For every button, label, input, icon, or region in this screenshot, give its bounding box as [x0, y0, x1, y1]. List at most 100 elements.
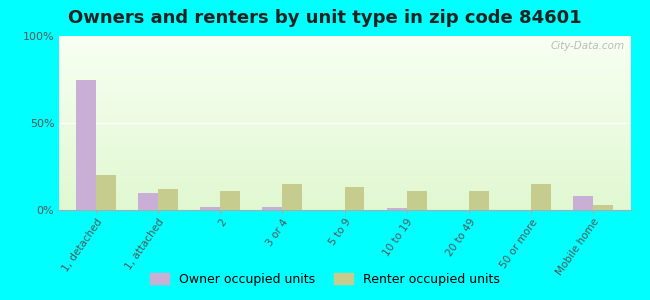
- Bar: [58, 73, 630, 74]
- Bar: [58, 45, 630, 46]
- Bar: [58, 160, 630, 161]
- Bar: [263, 206, 282, 210]
- Bar: [58, 201, 630, 203]
- Bar: [76, 80, 96, 210]
- Bar: [58, 153, 630, 154]
- Bar: [58, 58, 630, 60]
- Bar: [58, 118, 630, 119]
- Bar: [282, 184, 302, 210]
- Bar: [58, 50, 630, 52]
- Bar: [58, 184, 630, 186]
- Bar: [58, 53, 630, 55]
- Bar: [593, 205, 613, 210]
- Bar: [58, 78, 630, 80]
- Bar: [58, 100, 630, 102]
- Bar: [58, 200, 630, 201]
- Bar: [58, 173, 630, 175]
- Bar: [58, 179, 630, 180]
- Bar: [573, 196, 593, 210]
- Bar: [58, 85, 630, 86]
- Bar: [58, 208, 630, 210]
- Bar: [58, 52, 630, 53]
- Bar: [58, 144, 630, 146]
- Bar: [58, 170, 630, 172]
- Bar: [58, 167, 630, 168]
- Text: City-Data.com: City-Data.com: [551, 41, 625, 51]
- Bar: [58, 60, 630, 62]
- Bar: [58, 125, 630, 127]
- Bar: [58, 62, 630, 64]
- Bar: [58, 111, 630, 112]
- Bar: [58, 175, 630, 177]
- Bar: [58, 168, 630, 170]
- Bar: [58, 80, 630, 81]
- Bar: [407, 191, 426, 210]
- Bar: [58, 41, 630, 43]
- Bar: [58, 205, 630, 206]
- Bar: [58, 154, 630, 156]
- Bar: [58, 180, 630, 182]
- Bar: [58, 109, 630, 111]
- Bar: [58, 90, 630, 92]
- Bar: [58, 55, 630, 57]
- Bar: [58, 134, 630, 135]
- Bar: [58, 36, 630, 38]
- Bar: [58, 189, 630, 191]
- Bar: [58, 116, 630, 118]
- Bar: [58, 66, 630, 67]
- Bar: [58, 107, 630, 109]
- Bar: [58, 158, 630, 160]
- Bar: [531, 184, 551, 210]
- Bar: [58, 104, 630, 106]
- Bar: [58, 81, 630, 83]
- Bar: [58, 146, 630, 147]
- Bar: [58, 163, 630, 165]
- Bar: [58, 95, 630, 97]
- Bar: [58, 74, 630, 76]
- Bar: [58, 127, 630, 128]
- Bar: [58, 88, 630, 90]
- Bar: [58, 149, 630, 151]
- Bar: [58, 112, 630, 114]
- Bar: [58, 48, 630, 50]
- Bar: [58, 102, 630, 104]
- Bar: [58, 64, 630, 66]
- Bar: [58, 46, 630, 48]
- Bar: [58, 151, 630, 153]
- Bar: [58, 165, 630, 167]
- Bar: [58, 193, 630, 194]
- Bar: [58, 76, 630, 78]
- Bar: [58, 43, 630, 45]
- Bar: [58, 191, 630, 193]
- Bar: [96, 175, 116, 210]
- Bar: [220, 191, 240, 210]
- Bar: [58, 97, 630, 99]
- Bar: [58, 172, 630, 173]
- Bar: [58, 106, 630, 107]
- Bar: [58, 69, 630, 71]
- Bar: [58, 83, 630, 85]
- Bar: [58, 182, 630, 184]
- Bar: [58, 92, 630, 93]
- Bar: [58, 203, 630, 205]
- Bar: [58, 137, 630, 139]
- Bar: [58, 123, 630, 125]
- Bar: [58, 135, 630, 137]
- Bar: [58, 121, 630, 123]
- Bar: [58, 130, 630, 132]
- Bar: [387, 208, 407, 210]
- Bar: [58, 186, 630, 188]
- Text: Owners and renters by unit type in zip code 84601: Owners and renters by unit type in zip c…: [68, 9, 582, 27]
- Bar: [58, 71, 630, 73]
- Bar: [58, 119, 630, 121]
- Bar: [58, 38, 630, 40]
- Bar: [58, 132, 630, 134]
- Bar: [58, 128, 630, 130]
- Bar: [58, 67, 630, 69]
- Bar: [58, 142, 630, 144]
- Bar: [58, 194, 630, 196]
- Bar: [58, 93, 630, 95]
- Bar: [58, 86, 630, 88]
- Bar: [58, 139, 630, 140]
- Bar: [58, 57, 630, 58]
